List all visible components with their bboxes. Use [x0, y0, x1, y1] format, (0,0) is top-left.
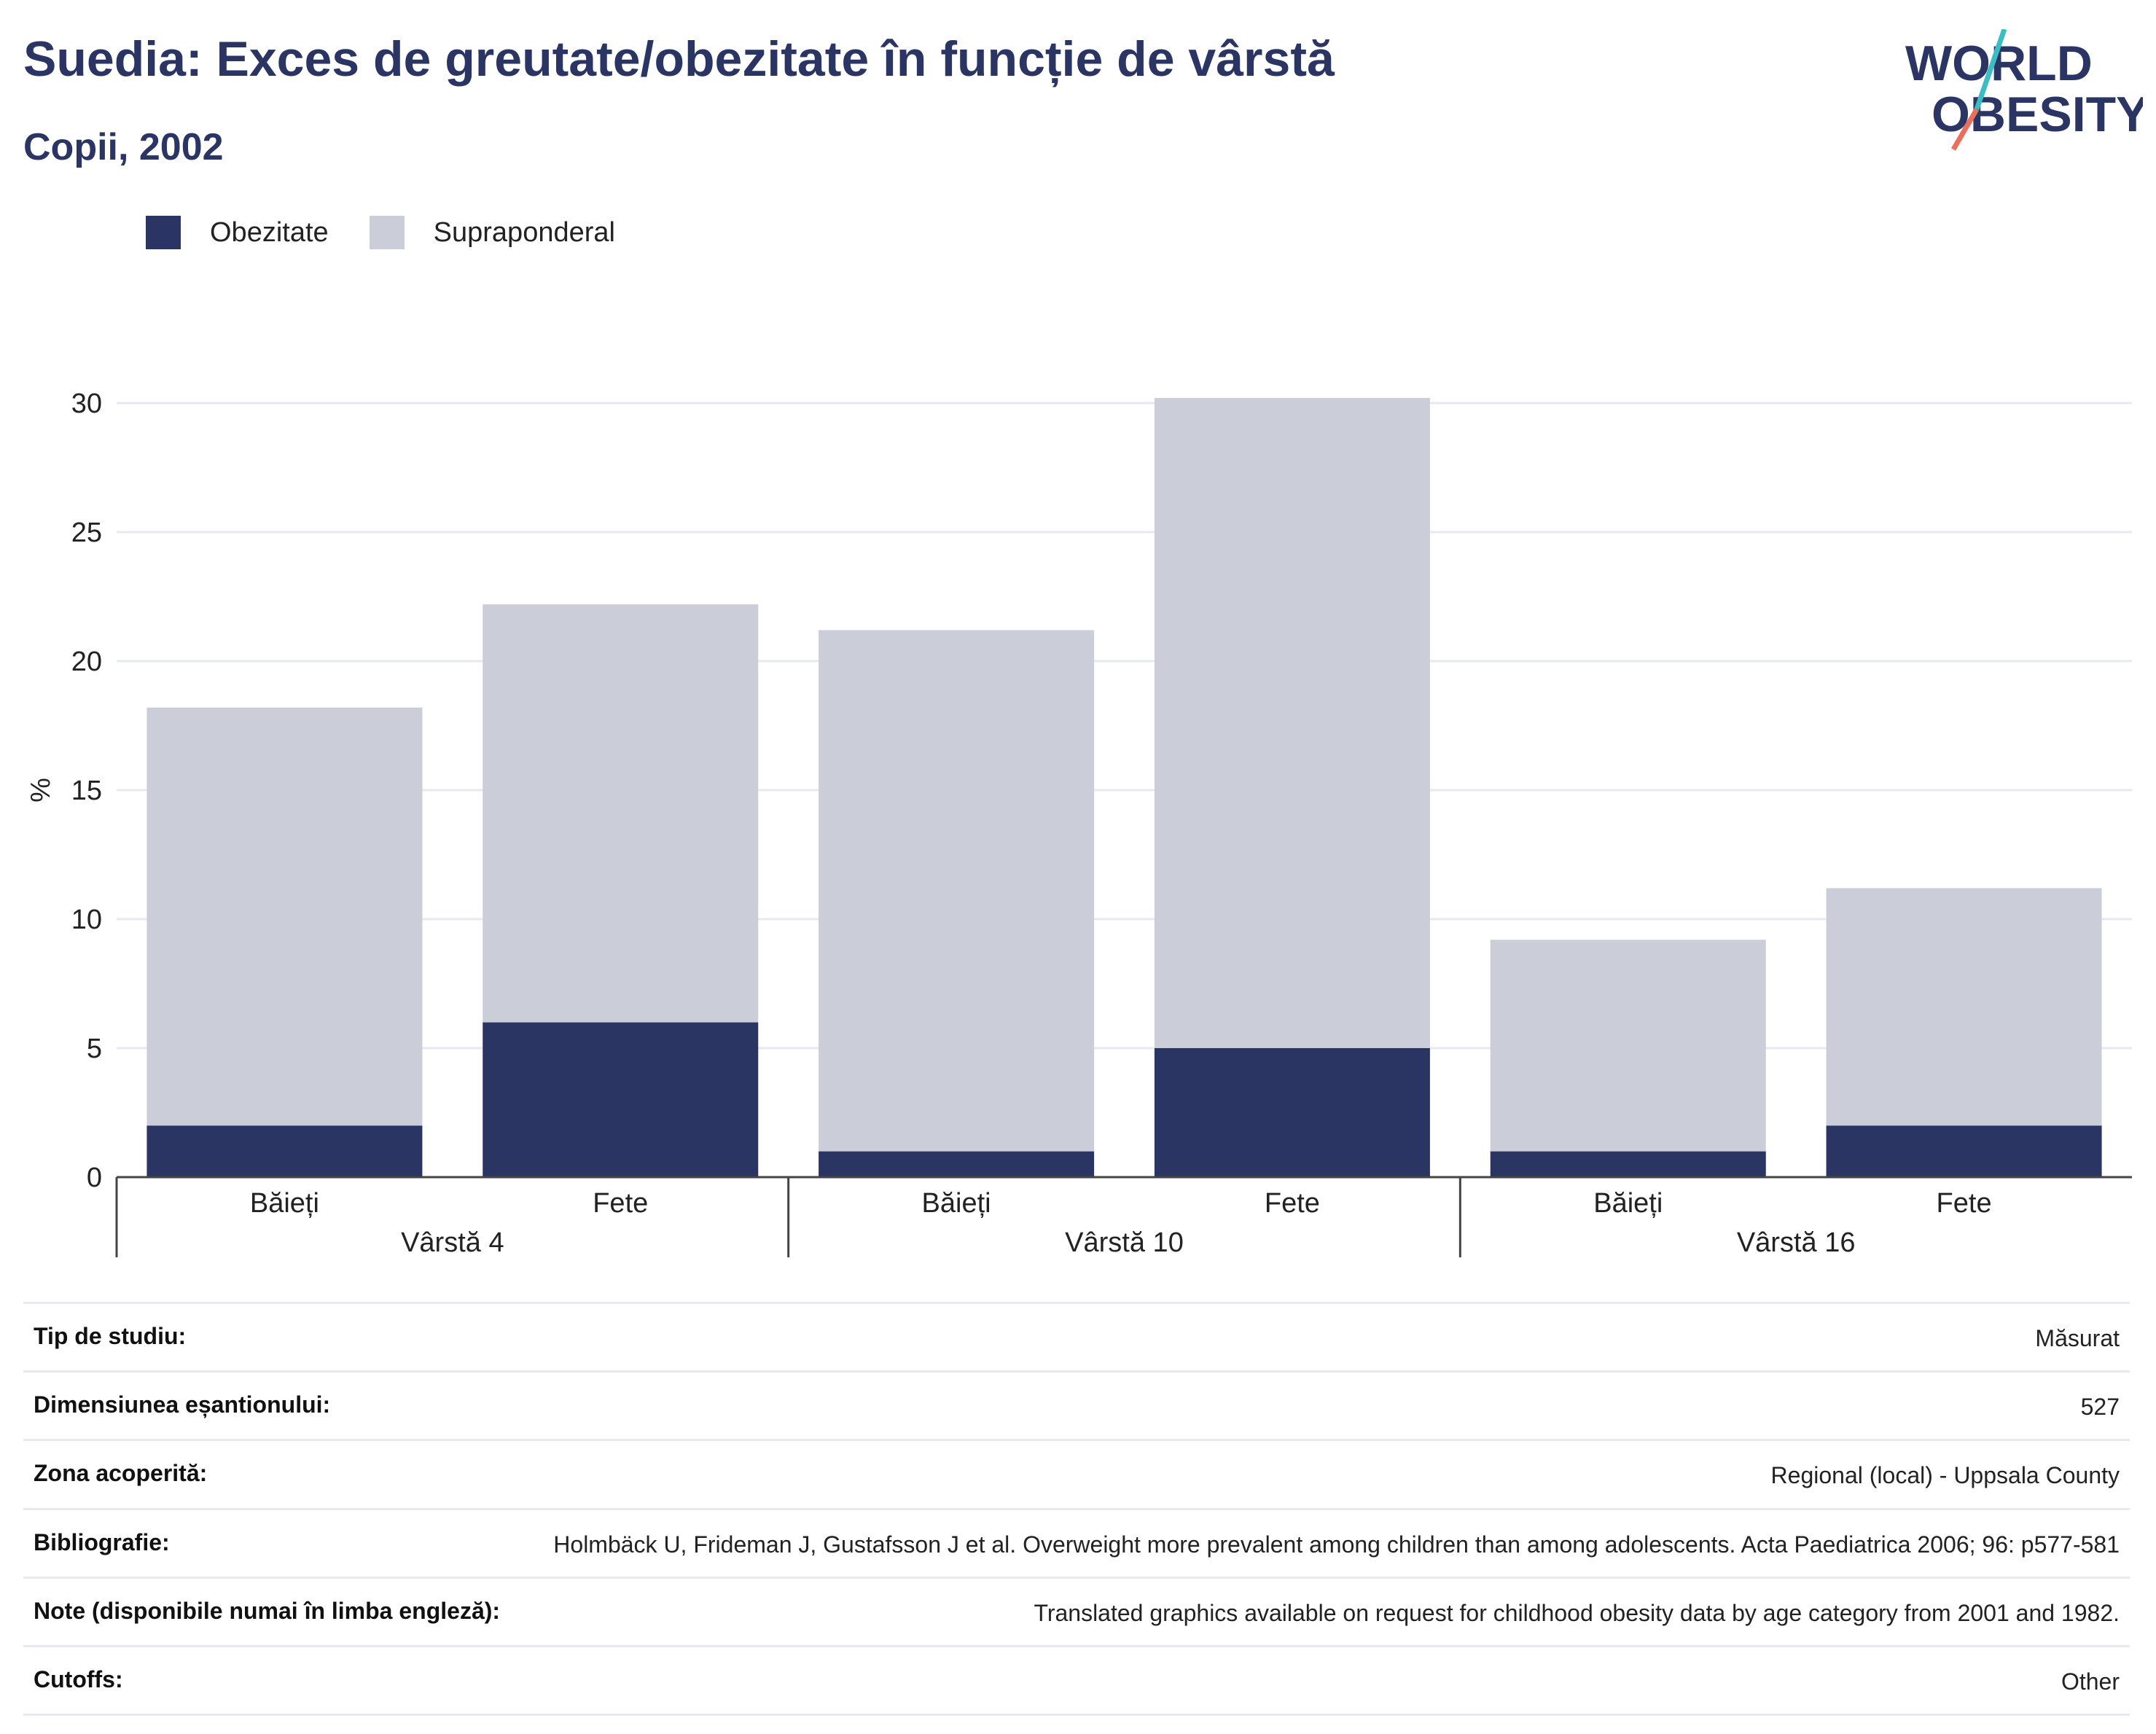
meta-label: Tip de studiu:	[34, 1323, 187, 1349]
legend-item-supraponderal[interactable]: Supraponderal	[369, 216, 615, 249]
x-tick-label: Fete	[1265, 1188, 1320, 1219]
meta-row-area: Zona acoperită: Regional (local) - Uppsa…	[23, 1439, 2130, 1507]
group-label: Vârstă 4	[401, 1227, 504, 1258]
group-label: Vârstă 16	[1737, 1227, 1856, 1258]
meta-label: Zona acoperită:	[34, 1460, 208, 1487]
legend-label-supraponderal: Supraponderal	[433, 216, 615, 248]
logo-slash-coral	[1950, 108, 1980, 151]
bar-obezitate	[483, 1022, 759, 1177]
bar-obezitate	[819, 1151, 1095, 1177]
x-tick-label: Fete	[1937, 1188, 1992, 1219]
world-obesity-logo: WORLD OBESITY	[1905, 29, 2143, 151]
x-tick-label: Băieți	[1593, 1188, 1663, 1219]
y-tick-label: 30	[71, 388, 102, 419]
meta-value: Regional (local) - Uppsala County	[1770, 1462, 2120, 1489]
y-tick-label: 10	[71, 905, 102, 935]
x-tick-label: Băieți	[250, 1188, 319, 1219]
legend-label-obezitate: Obezitate	[210, 216, 329, 248]
bar-obezitate	[1826, 1125, 2102, 1177]
meta-label: Note (disponibile numai în limba engleză…	[34, 1597, 501, 1624]
meta-label: Bibliografie:	[34, 1528, 170, 1555]
group-label: Vârstă 10	[1065, 1227, 1184, 1258]
bar-supraponderal	[819, 630, 1095, 1152]
bar-obezitate	[1154, 1048, 1430, 1177]
meta-row-study-type: Tip de studiu: Măsurat	[23, 1302, 2130, 1370]
logo-line2: OBESITY	[1932, 87, 2143, 142]
logo-slash-teal	[1974, 29, 2007, 111]
meta-label: Dimensiunea eșantionului:	[34, 1391, 331, 1418]
bar-chart: 0 5 10 15 20 25 30% Băieți Fete Băieți Fete Băieți F…	[26, 388, 2132, 1258]
bar-obezitate	[147, 1125, 423, 1177]
y-tick-label: 0	[87, 1163, 102, 1193]
meta-label: Cutoffs:	[34, 1665, 123, 1692]
meta-row-sample-size: Dimensiunea eșantionului: 527	[23, 1370, 2130, 1439]
legend-item-obezitate[interactable]: Obezitate	[146, 216, 329, 249]
legend-swatch-supraponderal	[369, 216, 405, 249]
bar-supraponderal	[1490, 940, 1766, 1152]
meta-value: 527	[2080, 1394, 2120, 1421]
y-tick-label: 15	[71, 776, 102, 806]
meta-row-notes: Note (disponibile numai în limba engleză…	[23, 1576, 2130, 1645]
chart-subtitle: Copii, 2002	[23, 126, 224, 168]
bar-supraponderal	[1826, 888, 2102, 1126]
meta-row-bibliography: Bibliografie: Holmbäck U, Frideman J, Gu…	[23, 1507, 2130, 1577]
meta-value: Măsurat	[2035, 1325, 2120, 1351]
x-tick-label: Băieți	[922, 1188, 991, 1219]
bar-supraponderal	[147, 707, 423, 1126]
bar-obezitate	[1490, 1151, 1766, 1177]
legend-swatch-obezitate	[146, 216, 181, 249]
chart-title: Suedia: Exces de greutate/obezitate în f…	[23, 31, 1335, 87]
y-axis-label: %	[26, 778, 56, 802]
y-tick-label: 5	[87, 1034, 102, 1064]
bar-supraponderal	[483, 604, 759, 1023]
meta-value: Other	[2061, 1668, 2120, 1695]
study-metadata-table: Tip de studiu: Măsurat Dimensiunea eșant…	[23, 1302, 2130, 1717]
meta-value: Holmbäck U, Frideman J, Gustafsson J et …	[553, 1531, 2120, 1558]
y-tick-label: 25	[71, 518, 102, 548]
x-tick-label: Fete	[593, 1188, 648, 1219]
legend: Obezitate Supraponderal	[146, 216, 656, 249]
bar-supraponderal	[1154, 397, 1430, 1048]
meta-row-cutoffs: Cutoffs: Other	[23, 1644, 2130, 1717]
y-tick-label: 20	[71, 647, 102, 677]
meta-value: Translated graphics available on request…	[1034, 1599, 2120, 1626]
